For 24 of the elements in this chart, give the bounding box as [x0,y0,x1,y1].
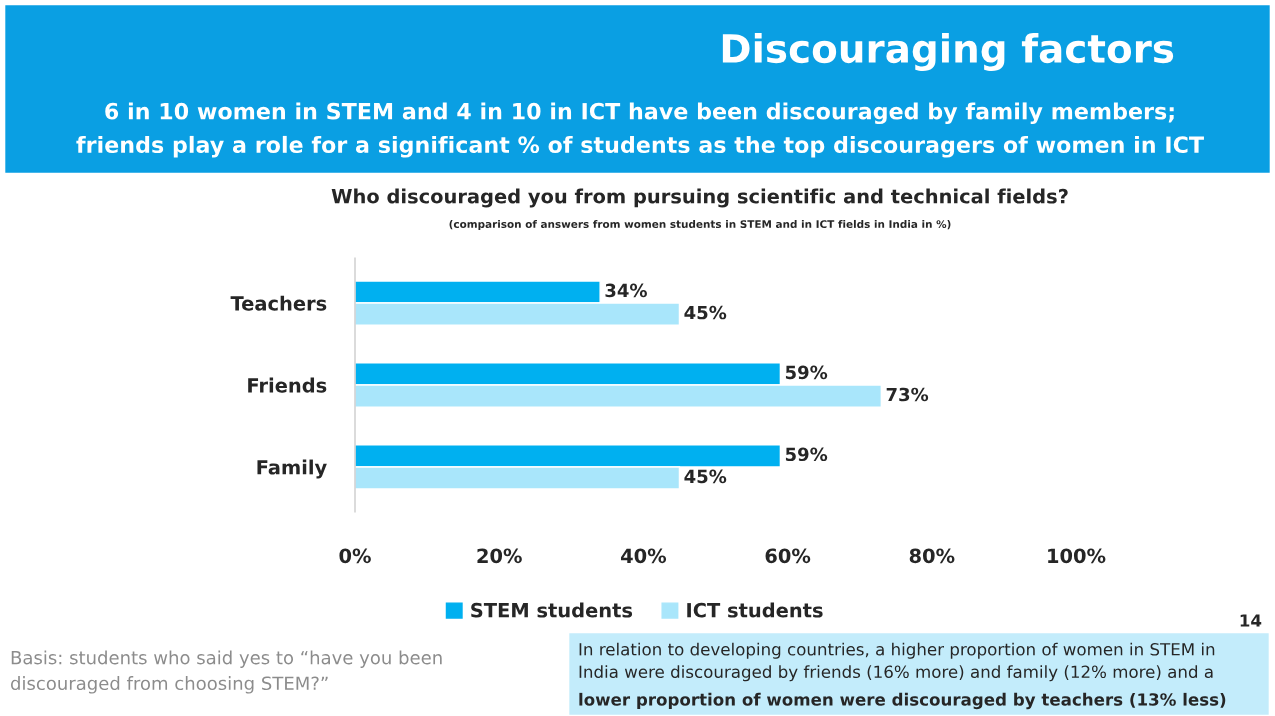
x-tick-label: 40% [621,548,667,564]
y-tick-label: Family [257,459,327,479]
data-label: 73% [886,387,929,402]
text: Who discouraged you from pursuing scientific and technical fields? [331,188,1068,208]
x-tick-label: 100% [1048,548,1106,564]
data-label: 45% [684,305,727,320]
x-tick-label: 60% [765,548,811,564]
data-label: 45% [684,469,727,484]
chart-subtitle: 6 in 10 women in STEM and 4 in 10 in ICT have been discouraged by family members; friends play a role for a significant % of students as the top discouragers of women in ICT [76,102,1204,158]
y-tick-label: Teachers [230,295,327,311]
data-label: 59% [785,447,828,462]
text: lower proportion of women were discouraged by teachers (13% less) [579,692,1226,710]
x-tick-label: 80% [909,548,955,564]
text: 14 [1240,614,1262,627]
legend-label: STEM students [471,602,633,618]
legend-label: ICT students [687,602,823,618]
data-label: 34% [605,283,647,298]
y-tick-label: Friends [248,377,327,393]
text: Basis: students who said yes to “have you been discouraged from choosing STEM?” [11,650,442,694]
x-tick-label: 20% [477,548,522,564]
data-label: 59% [785,365,828,380]
text: (comparison of answers from women students in STEM and in ICT fields in India in %) [449,219,951,231]
chart-title: Discouraging factors [722,33,1174,71]
x-tick-label: 0% [339,548,371,564]
